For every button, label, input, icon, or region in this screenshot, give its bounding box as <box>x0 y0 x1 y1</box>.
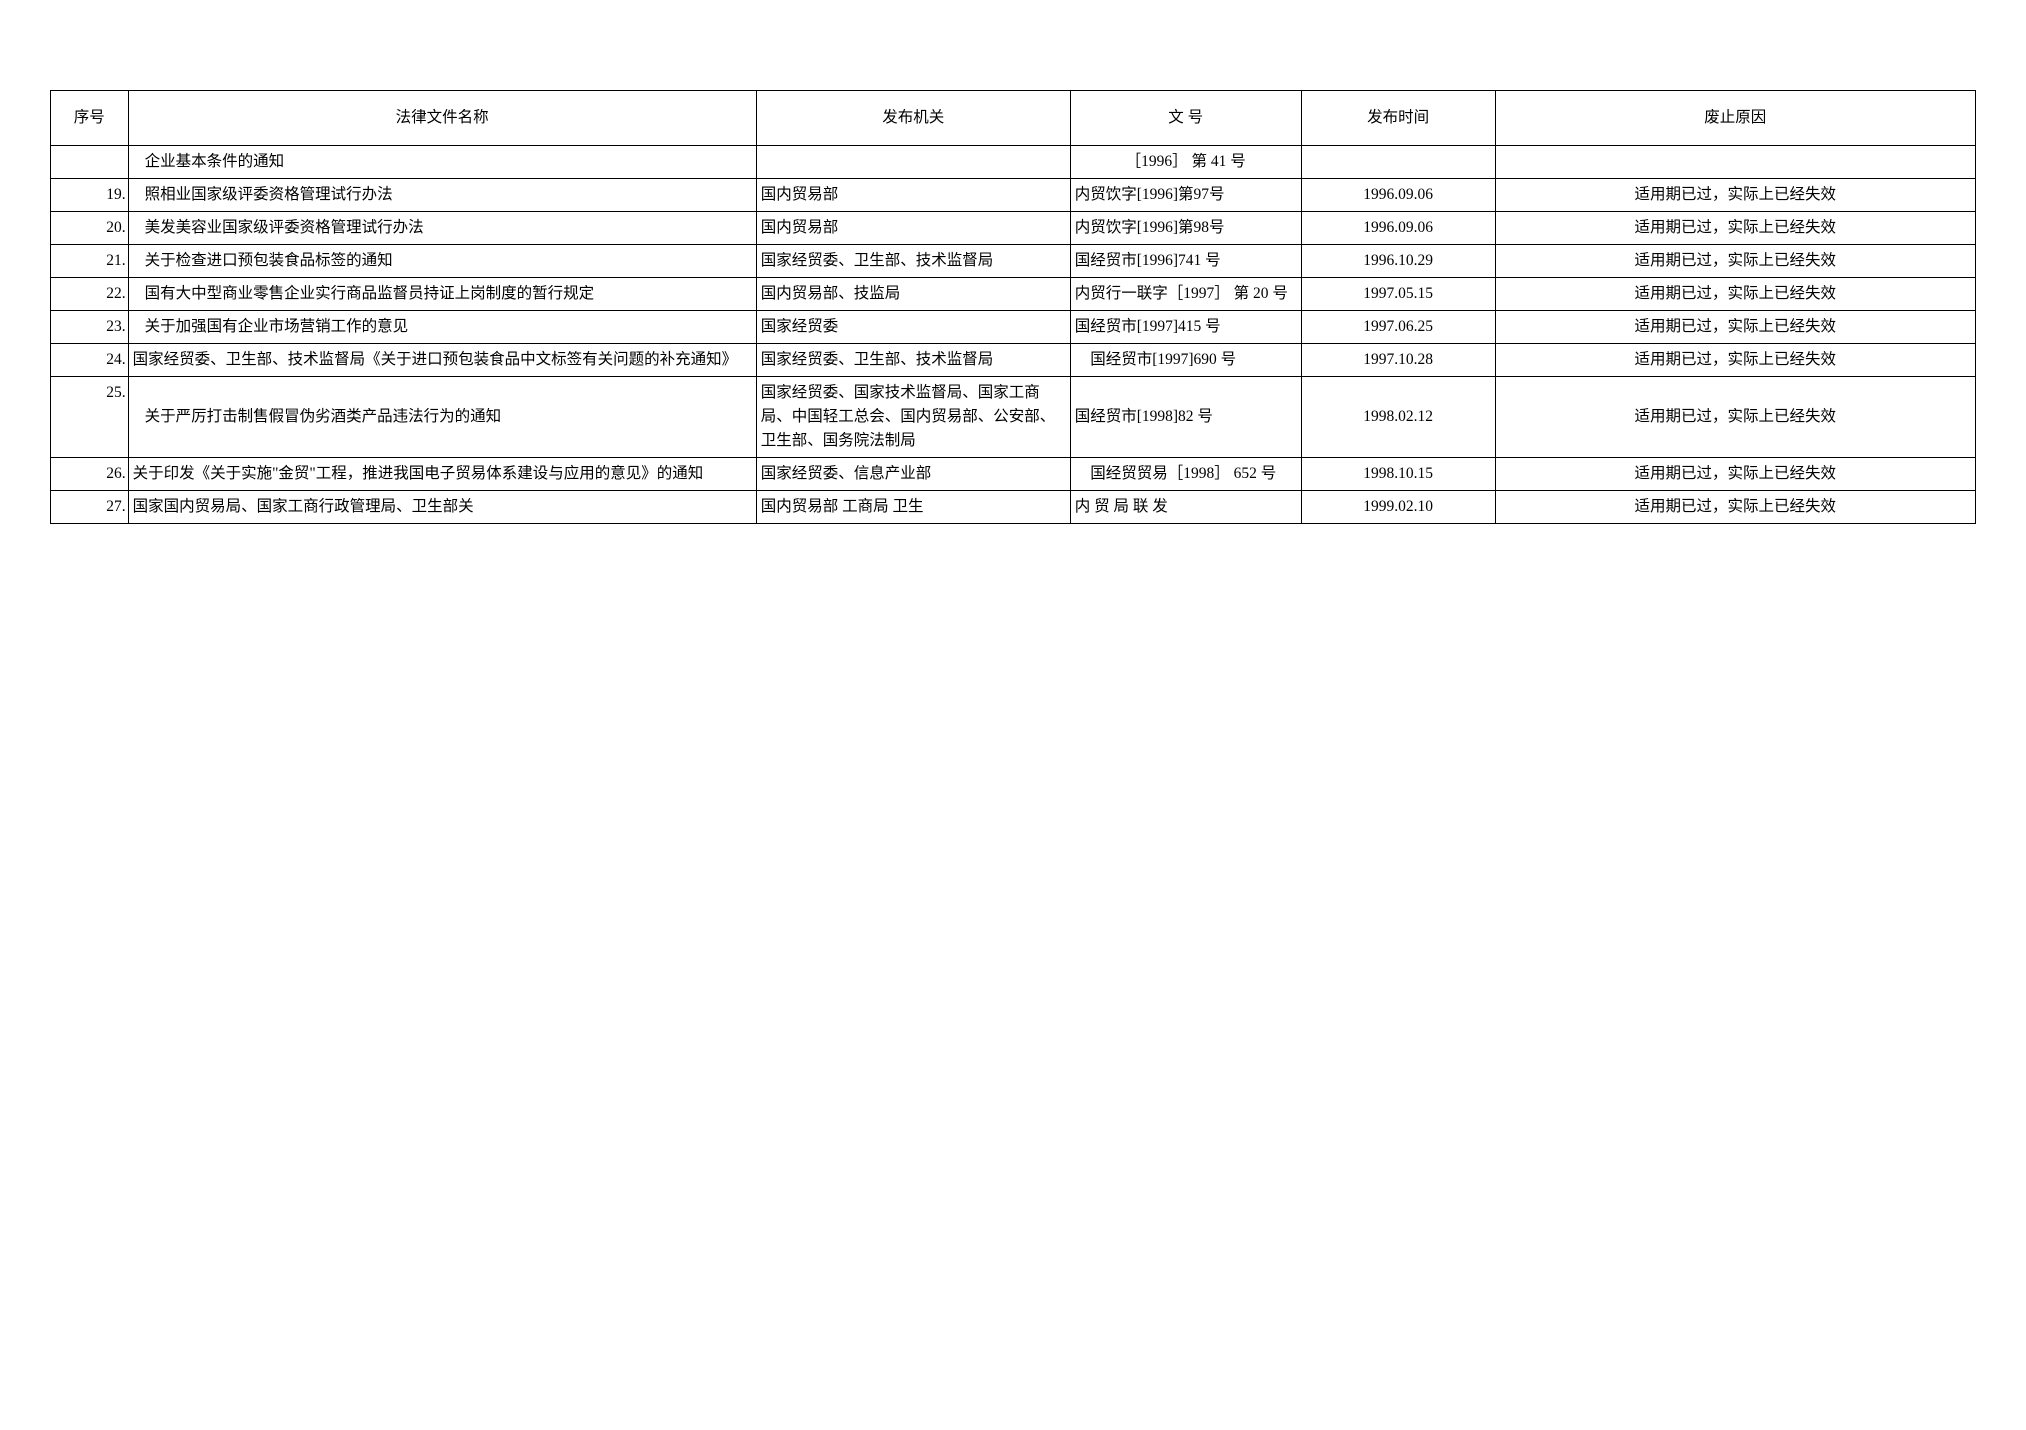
table-row: 21.关于检查进口预包装食品标签的通知国家经贸委、卫生部、技术监督局国经贸市[1… <box>51 245 1976 278</box>
date-cell: 1997.06.25 <box>1301 311 1495 344</box>
col-header-reason: 废止原因 <box>1495 91 1975 146</box>
col-header-docnum: 文 号 <box>1070 91 1301 146</box>
org-cell: 国家经贸委、国家技术监督局、国家工商局、中国轻工总会、国内贸易部、公安部、卫生部… <box>756 377 1070 458</box>
docnum-cell: 国经贸市[1996]741 号 <box>1070 245 1301 278</box>
org-cell: 国家经贸委、卫生部、技术监督局 <box>756 344 1070 377</box>
col-header-org: 发布机关 <box>756 91 1070 146</box>
name-cell: 关于严厉打击制售假冒伪劣酒类产品违法行为的通知 <box>128 377 756 458</box>
table-row: 20.美发美容业国家级评委资格管理试行办法国内贸易部内贸饮字[1996]第98号… <box>51 212 1976 245</box>
docnum-cell: 内贸饮字[1996]第97号 <box>1070 179 1301 212</box>
date-cell <box>1301 146 1495 179</box>
reason-cell: 适用期已过，实际上已经失效 <box>1495 311 1975 344</box>
seq-cell: 19. <box>51 179 129 212</box>
date-cell: 1997.05.15 <box>1301 278 1495 311</box>
table-row: 25.关于严厉打击制售假冒伪劣酒类产品违法行为的通知国家经贸委、国家技术监督局、… <box>51 377 1976 458</box>
col-header-seq: 序号 <box>51 91 129 146</box>
name-cell: 关于检查进口预包装食品标签的通知 <box>128 245 756 278</box>
reason-cell: 适用期已过，实际上已经失效 <box>1495 245 1975 278</box>
name-cell: 国家经贸委、卫生部、技术监督局《关于进口预包装食品中文标签有关问题的补充通知》 <box>128 344 756 377</box>
org-cell: 国内贸易部、技监局 <box>756 278 1070 311</box>
reason-cell: 适用期已过，实际上已经失效 <box>1495 458 1975 491</box>
date-cell: 1998.10.15 <box>1301 458 1495 491</box>
reason-cell: 适用期已过，实际上已经失效 <box>1495 344 1975 377</box>
org-cell: 国家经贸委、信息产业部 <box>756 458 1070 491</box>
table-row: 22.国有大中型商业零售企业实行商品监督员持证上岗制度的暂行规定国内贸易部、技监… <box>51 278 1976 311</box>
reason-cell: 适用期已过，实际上已经失效 <box>1495 377 1975 458</box>
reason-cell: 适用期已过，实际上已经失效 <box>1495 278 1975 311</box>
col-header-date: 发布时间 <box>1301 91 1495 146</box>
date-cell: 1996.10.29 <box>1301 245 1495 278</box>
date-cell: 1998.02.12 <box>1301 377 1495 458</box>
org-cell: 国家经贸委 <box>756 311 1070 344</box>
name-cell: 美发美容业国家级评委资格管理试行办法 <box>128 212 756 245</box>
org-cell: 国家经贸委、卫生部、技术监督局 <box>756 245 1070 278</box>
docnum-cell: 国经贸贸易［1998］ 652 号 <box>1070 458 1301 491</box>
org-cell: 国内贸易部 工商局 卫生 <box>756 491 1070 524</box>
docnum-cell: 国经贸市[1997]415 号 <box>1070 311 1301 344</box>
table-row: 24.国家经贸委、卫生部、技术监督局《关于进口预包装食品中文标签有关问题的补充通… <box>51 344 1976 377</box>
seq-cell: 25. <box>51 377 129 458</box>
org-cell <box>756 146 1070 179</box>
name-cell: 照相业国家级评委资格管理试行办法 <box>128 179 756 212</box>
reason-cell: 适用期已过，实际上已经失效 <box>1495 179 1975 212</box>
seq-cell: 24. <box>51 344 129 377</box>
docnum-cell: 内贸饮字[1996]第98号 <box>1070 212 1301 245</box>
name-cell: 国有大中型商业零售企业实行商品监督员持证上岗制度的暂行规定 <box>128 278 756 311</box>
col-header-name: 法律文件名称 <box>128 91 756 146</box>
table-row: 26.关于印发《关于实施"金贸"工程，推进我国电子贸易体系建设与应用的意见》的通… <box>51 458 1976 491</box>
date-cell: 1997.10.28 <box>1301 344 1495 377</box>
reason-cell: 适用期已过，实际上已经失效 <box>1495 491 1975 524</box>
reason-cell <box>1495 146 1975 179</box>
seq-cell: 27. <box>51 491 129 524</box>
table-row: 27.国家国内贸易局、国家工商行政管理局、卫生部关国内贸易部 工商局 卫生内 贸… <box>51 491 1976 524</box>
seq-cell: 23. <box>51 311 129 344</box>
docnum-cell: 内 贸 局 联 发 <box>1070 491 1301 524</box>
table-row: 23.关于加强国有企业市场营销工作的意见国家经贸委国经贸市[1997]415 号… <box>51 311 1976 344</box>
table-row: 19.照相业国家级评委资格管理试行办法国内贸易部内贸饮字[1996]第97号19… <box>51 179 1976 212</box>
table-row: 企业基本条件的通知 ［1996］ 第 41 号 <box>51 146 1976 179</box>
seq-cell: 21. <box>51 245 129 278</box>
date-cell: 1996.09.06 <box>1301 179 1495 212</box>
reason-cell: 适用期已过，实际上已经失效 <box>1495 212 1975 245</box>
docnum-cell: 国经贸市[1997]690 号 <box>1070 344 1301 377</box>
org-cell: 国内贸易部 <box>756 212 1070 245</box>
date-cell: 1996.09.06 <box>1301 212 1495 245</box>
name-cell: 关于印发《关于实施"金贸"工程，推进我国电子贸易体系建设与应用的意见》的通知 <box>128 458 756 491</box>
seq-cell: 22. <box>51 278 129 311</box>
seq-cell <box>51 146 129 179</box>
docnum-cell: 国经贸市[1998]82 号 <box>1070 377 1301 458</box>
date-cell: 1999.02.10 <box>1301 491 1495 524</box>
docnum-cell: 内贸行一联字［1997］ 第 20 号 <box>1070 278 1301 311</box>
name-cell: 关于加强国有企业市场营销工作的意见 <box>128 311 756 344</box>
seq-cell: 26. <box>51 458 129 491</box>
table-header-row: 序号 法律文件名称 发布机关 文 号 发布时间 废止原因 <box>51 91 1976 146</box>
docnum-cell: ［1996］ 第 41 号 <box>1070 146 1301 179</box>
name-cell: 国家国内贸易局、国家工商行政管理局、卫生部关 <box>128 491 756 524</box>
legal-documents-table: 序号 法律文件名称 发布机关 文 号 发布时间 废止原因 企业基本条件的通知 ［1… <box>50 90 1976 524</box>
org-cell: 国内贸易部 <box>756 179 1070 212</box>
seq-cell: 20. <box>51 212 129 245</box>
table-body: 企业基本条件的通知［1996］ 第 41 号19.照相业国家级评委资格管理试行办… <box>51 146 1976 524</box>
name-cell: 企业基本条件的通知 <box>128 146 756 179</box>
